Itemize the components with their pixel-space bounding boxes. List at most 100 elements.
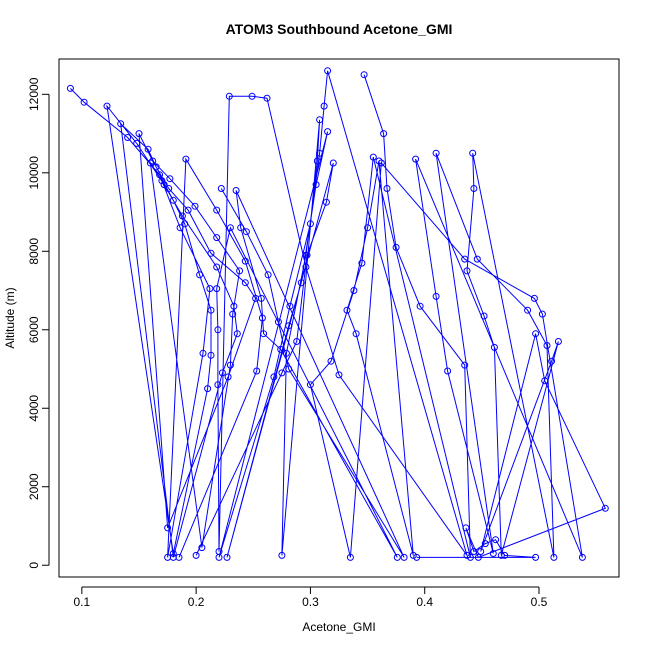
data-point [554, 338, 562, 345]
data-point [253, 367, 261, 375]
data-point [286, 302, 294, 310]
data-point [477, 548, 485, 555]
data-point [364, 224, 372, 232]
data-point [480, 312, 488, 320]
data-point [413, 553, 421, 561]
data-point [532, 553, 540, 561]
data-point [169, 550, 177, 557]
y-axis: 0 2000 4000 6000 8000 10000 12000 [27, 77, 50, 569]
data-point [229, 310, 237, 318]
data-point [80, 98, 88, 106]
data-point [196, 271, 204, 279]
data-point [377, 159, 385, 167]
data-point [343, 306, 351, 314]
plot-area [66, 67, 609, 561]
data-point [204, 385, 212, 393]
data-point [149, 157, 157, 165]
data-point [412, 155, 420, 163]
data-point [241, 279, 249, 287]
data-point [461, 255, 469, 263]
data-point [501, 551, 509, 559]
data-point [358, 259, 366, 267]
data-point [198, 544, 206, 552]
data-point [543, 342, 551, 349]
data-point [601, 504, 609, 512]
data-point [224, 373, 232, 381]
data-point [264, 271, 272, 279]
y-tick-label: 10000 [27, 156, 41, 190]
data-point [324, 67, 332, 75]
data-point [66, 84, 74, 92]
data-point [360, 71, 368, 79]
data-point [178, 212, 186, 220]
data-point [223, 553, 231, 561]
data-point [393, 553, 401, 561]
data-point [329, 159, 337, 167]
data-point [164, 553, 172, 561]
data-point [278, 551, 286, 559]
data-point [248, 92, 256, 100]
data-point [335, 371, 343, 379]
data-point [489, 550, 497, 557]
y-tick-label: 12000 [27, 77, 41, 111]
y-tick-label: 6000 [27, 316, 41, 343]
data-point [470, 185, 478, 192]
data-point [165, 185, 173, 192]
data-point [156, 171, 164, 179]
data-point [316, 116, 324, 124]
data-point [226, 224, 234, 232]
data-point [166, 175, 174, 183]
data-point [176, 224, 184, 232]
data-point [293, 338, 301, 345]
data-point [316, 149, 324, 157]
data-point [548, 357, 556, 365]
y-tick-label: 0 [27, 562, 41, 569]
data-point [409, 551, 417, 559]
data-point [375, 157, 383, 165]
data-point [181, 220, 189, 228]
series-line-1 [70, 88, 263, 558]
data-point [530, 294, 538, 302]
data-point [182, 155, 190, 163]
data-point [164, 524, 172, 532]
data-point [207, 249, 215, 257]
plot-frame [58, 58, 620, 578]
data-point [274, 318, 282, 326]
data-point [263, 94, 271, 102]
data-point [215, 553, 223, 561]
data-point [270, 373, 278, 381]
data-point [175, 553, 183, 561]
data-point [461, 361, 469, 369]
data-point [277, 345, 285, 353]
data-point [260, 330, 268, 338]
data-point [133, 139, 141, 147]
data-point [236, 267, 244, 275]
data-point [232, 187, 240, 194]
data-point [392, 243, 400, 251]
data-point [469, 149, 477, 157]
data-point [380, 130, 388, 138]
data-point [306, 220, 314, 228]
data-point [191, 202, 199, 210]
data-point [324, 128, 332, 136]
data-point [214, 381, 222, 389]
data-point [578, 553, 586, 561]
x-tick-label: 0.3 [302, 595, 319, 609]
data-point [416, 302, 424, 310]
data-point [230, 302, 238, 310]
series-line-2 [195, 70, 468, 558]
data-point [218, 369, 226, 377]
data-point [470, 548, 478, 555]
data-point [400, 553, 408, 561]
data-point [169, 196, 177, 204]
data-point [383, 185, 391, 192]
y-tick-label: 4000 [27, 395, 41, 422]
data-point [303, 251, 311, 259]
data-point [352, 330, 360, 338]
data-point [192, 551, 200, 559]
data-point [346, 553, 354, 561]
data-point [213, 263, 221, 271]
data-point [466, 553, 474, 561]
x-tick-label: 0.1 [74, 595, 91, 609]
